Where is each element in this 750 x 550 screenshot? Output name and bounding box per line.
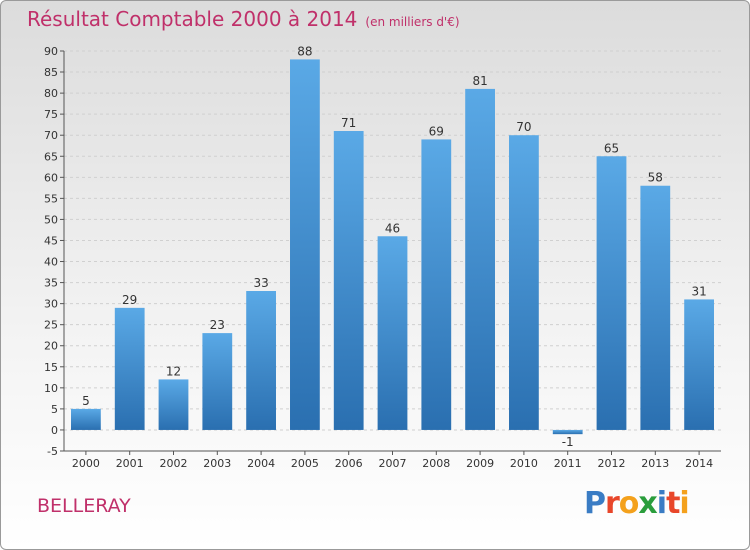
bars	[71, 59, 714, 435]
x-tick-label-2013: 2013	[641, 457, 669, 470]
bar-2007	[377, 236, 408, 430]
bar-2005	[290, 59, 320, 430]
y-tick-label: 15	[44, 361, 58, 374]
chart-title: Résultat Comptable 2000 à 2014 (en millie…	[27, 7, 460, 31]
bar-value-label-2014: 31	[691, 284, 706, 298]
bar-value-label-2003: 23	[210, 318, 225, 332]
y-tick-label: 10	[44, 382, 58, 395]
bar-2014	[684, 299, 714, 430]
y-tick-label: 0	[51, 424, 58, 437]
x-tick-label-2002: 2002	[160, 457, 188, 470]
x-tick-label-2014: 2014	[685, 457, 713, 470]
x-tick-label-2009: 2009	[466, 457, 494, 470]
y-tick-label: 65	[44, 150, 58, 163]
x-tick-label-2010: 2010	[510, 457, 538, 470]
y-tick-label: 50	[44, 213, 58, 226]
logo-letter: P	[584, 486, 606, 521]
bar-value-label-2004: 33	[253, 276, 268, 290]
y-tick-label: 80	[44, 87, 58, 100]
x-tick-label-2007: 2007	[379, 457, 407, 470]
x-tick-label-2003: 2003	[203, 457, 231, 470]
commune-name: BELLERAY	[37, 495, 131, 517]
logo-letter: t	[666, 486, 680, 521]
y-tick-label: 75	[44, 108, 58, 121]
y-tick-label: 5	[51, 403, 58, 416]
y-tick-label: 45	[44, 234, 58, 247]
y-tick-label: 90	[44, 45, 58, 58]
y-tick-label: 70	[44, 129, 58, 142]
bar-value-label-2002: 12	[166, 364, 181, 378]
bar-value-label-2009: 81	[472, 74, 487, 88]
x-tick-label-2004: 2004	[247, 457, 275, 470]
bar-2011	[552, 429, 583, 435]
bar-value-label-2001: 29	[122, 293, 137, 307]
bar-2012	[596, 156, 627, 430]
bar-2004	[246, 291, 276, 430]
bar-2002	[158, 379, 189, 430]
logo-letter: r	[605, 486, 620, 521]
y-tick-label: 20	[44, 340, 58, 353]
bar-2008	[421, 139, 452, 430]
bar-value-label-2005: 88	[297, 44, 312, 58]
bar-value-label-2007: 46	[385, 221, 400, 235]
bar-value-label-2008: 69	[429, 124, 444, 138]
bar-2009	[465, 88, 495, 430]
chart-subtitle: (en milliers d'€)	[365, 15, 460, 29]
x-tick-label-2005: 2005	[291, 457, 319, 470]
bar-value-label-2010: 70	[516, 120, 531, 134]
bar-2001	[114, 307, 145, 430]
bar-2003	[202, 333, 233, 430]
bar-value-label-2013: 58	[648, 171, 663, 185]
bar-2010	[509, 135, 539, 430]
bar-2013	[640, 185, 671, 430]
logo-letter: i	[656, 486, 667, 521]
y-tick-label: 60	[44, 171, 58, 184]
x-tick-label-2011: 2011	[554, 457, 582, 470]
y-tick-label: 25	[44, 319, 58, 332]
logo-letter: o	[618, 486, 640, 521]
bar-value-label-2011: -1	[562, 435, 574, 449]
bar-labels: 5 29 12 23 33 88 71 46 69 81 70 -1 65 58 31	[82, 44, 707, 449]
x-tick-label-2006: 2006	[335, 457, 363, 470]
bar-value-label-2012: 65	[604, 141, 619, 155]
x-tick-label-2000: 2000	[72, 457, 100, 470]
axes: -5 0 5 10 15 20 25 30 35 40 45 50 55 60 65 70 75 80 85 90 20…	[44, 45, 721, 470]
x-tick-label-2008: 2008	[422, 457, 450, 470]
y-tick-label: 30	[44, 298, 58, 311]
y-tick-label: 55	[44, 192, 58, 205]
x-tick-label-2001: 2001	[116, 457, 144, 470]
y-tick-label: 85	[44, 66, 58, 79]
bar-value-label-2006: 71	[341, 116, 356, 130]
logo-letter: i	[679, 486, 689, 521]
y-tick-label: 40	[44, 256, 58, 269]
logo-letter: x	[638, 486, 657, 521]
bar-2006	[333, 131, 364, 430]
chart-title-text: Résultat Comptable 2000 à 2014	[27, 7, 358, 31]
x-tick-label-2012: 2012	[598, 457, 626, 470]
proxiti-logo: Proxiti	[584, 486, 690, 521]
bar-2000	[71, 408, 101, 430]
y-tick-label: -5	[47, 445, 58, 458]
y-tick-label: 35	[44, 277, 58, 290]
bar-value-label-2000: 5	[82, 394, 90, 408]
